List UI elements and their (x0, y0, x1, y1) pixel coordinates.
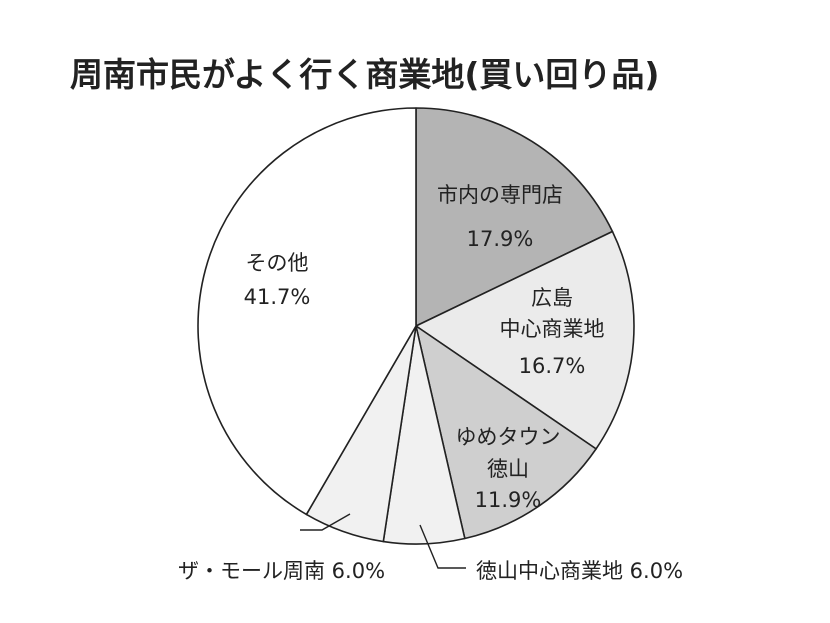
chart-title: 周南市民がよく行く商業地(買い回り品) (70, 55, 660, 94)
slice-label: 広島 (531, 286, 573, 310)
leader-line (419, 524, 466, 569)
slice-value-label: 41.7% (244, 285, 311, 309)
pie-slice (415, 230, 635, 450)
slice-label: 徳山中心商業地 6.0% (476, 559, 683, 583)
pie-slice (415, 107, 614, 327)
slice-label: その他 (246, 251, 309, 275)
slice-value-label: 16.7% (519, 354, 586, 378)
pie-slice (197, 107, 417, 516)
slice-value-label: 11.9% (475, 488, 542, 512)
leader-line (300, 513, 351, 531)
pie-slices (197, 107, 635, 545)
slice-label: 中心商業地 (500, 317, 605, 341)
slice-label: ゆめタウン (456, 425, 561, 449)
slice-value-label: 17.9% (467, 227, 534, 251)
pie-slice (415, 325, 597, 540)
slice-label: ザ・モール周南 6.0% (178, 559, 385, 583)
slice-label: 市内の専門店 (437, 183, 563, 207)
slice-label: 徳山 (487, 457, 529, 481)
